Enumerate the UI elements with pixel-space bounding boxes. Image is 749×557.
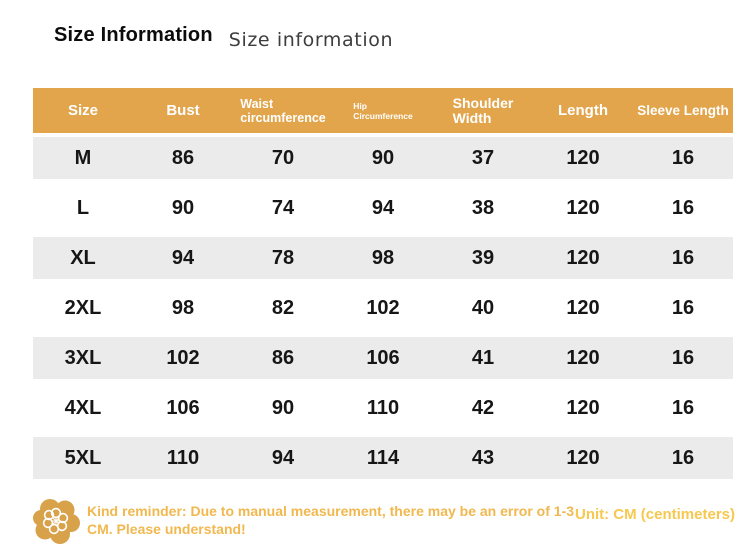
size-table-header: Size Bust Waist circumference Hip Circum…	[33, 88, 733, 133]
table-row-5xl: 5XL 110 94 114 43 120 16	[33, 433, 733, 483]
cell-hip: 98	[371, 246, 395, 269]
column-header-waist: Waist circumference	[233, 97, 333, 125]
cell-size: 2XL	[64, 296, 102, 319]
cell-bust: 102	[166, 346, 200, 369]
column-header-sleeve: Sleeve Length	[633, 103, 733, 118]
cell-sleeve: 16	[671, 296, 695, 319]
cell-waist: 82	[271, 296, 295, 319]
cell-shoulder: 42	[471, 396, 495, 419]
cell-waist: 86	[271, 346, 295, 369]
cell-sleeve: 16	[671, 446, 695, 469]
cell-waist: 94	[271, 446, 295, 469]
cell-length: 120	[566, 196, 600, 219]
cell-size: 4XL	[64, 396, 102, 419]
cell-size: XL	[70, 246, 96, 269]
cell-hip: 90	[371, 146, 395, 169]
cell-sleeve: 16	[671, 396, 695, 419]
table-row-2xl: 2XL 98 82 102 40 120 16	[33, 283, 733, 333]
column-header-hip: Hip Circumference	[333, 101, 433, 121]
column-header-shoulder: Shoulder Width	[433, 94, 533, 126]
table-row-l: L 90 74 94 38 120 16	[33, 183, 733, 233]
cell-shoulder: 37	[471, 146, 495, 169]
column-header-length-label: Length	[558, 102, 608, 119]
cell-length: 120	[566, 346, 600, 369]
cell-hip: 102	[366, 296, 400, 319]
cell-size: L	[76, 196, 90, 219]
cell-length: 120	[566, 246, 600, 269]
cell-sleeve: 16	[671, 196, 695, 219]
cell-waist: 74	[271, 196, 295, 219]
table-row-xl: XL 94 78 98 39 120 16	[33, 233, 733, 283]
column-header-waist-label: Waist circumference	[240, 96, 326, 125]
cell-length: 120	[566, 146, 600, 169]
cell-waist: 90	[271, 396, 295, 419]
cell-hip: 106	[366, 346, 400, 369]
cell-hip: 94	[371, 196, 395, 219]
cell-sleeve: 16	[671, 246, 695, 269]
cell-size: 3XL	[64, 346, 102, 369]
size-table: Size Bust Waist circumference Hip Circum…	[33, 88, 733, 483]
cell-size: M	[74, 146, 92, 169]
cell-shoulder: 39	[471, 246, 495, 269]
cell-shoulder: 41	[471, 346, 495, 369]
cell-bust: 106	[166, 396, 200, 419]
cell-size: 5XL	[64, 446, 102, 469]
column-header-size-label: Size	[67, 102, 98, 119]
cell-bust: 110	[166, 446, 200, 469]
cell-bust: 86	[171, 146, 195, 169]
kind-reminder-line2: CM. Please understand!	[87, 521, 246, 537]
cell-length: 120	[566, 446, 600, 469]
cell-shoulder: 43	[471, 446, 495, 469]
cell-bust: 94	[171, 246, 195, 269]
cell-sleeve: 16	[671, 146, 695, 169]
page-title: Size Information	[54, 24, 213, 46]
column-header-length: Length	[533, 102, 633, 119]
cell-waist: 70	[271, 146, 295, 169]
size-table-body: M 86 70 90 37 120 16 L 90 74 94 38 120 1…	[33, 133, 733, 483]
column-header-bust: Bust	[133, 102, 233, 119]
kind-reminder-line1: Kind reminder: Due to manual measurement…	[87, 503, 575, 519]
cell-hip: 110	[366, 396, 400, 419]
column-header-bust-label: Bust	[166, 102, 200, 119]
cell-length: 120	[566, 296, 600, 319]
column-header-shoulder-label: Shoulder Width	[452, 94, 514, 126]
table-row-3xl: 3XL 102 86 106 41 120 16	[33, 333, 733, 383]
page-header: Size Information Size information	[54, 24, 393, 51]
cell-bust: 98	[171, 296, 195, 319]
table-row-m: M 86 70 90 37 120 16	[33, 133, 733, 183]
cell-length: 120	[566, 396, 600, 419]
cell-hip: 114	[366, 446, 400, 469]
kind-reminder-text: Kind reminder: Due to manual measurement…	[87, 502, 575, 546]
footer-note: Kind reminder: Due to manual measurement…	[33, 496, 735, 546]
page-subtitle: Size information	[228, 29, 394, 51]
cell-sleeve: 16	[671, 346, 695, 369]
flower-icon	[33, 499, 80, 544]
table-row-4xl: 4XL 106 90 110 42 120 16	[33, 383, 733, 433]
unit-label: Unit: CM (centimeters)	[574, 506, 735, 523]
cell-waist: 78	[271, 246, 295, 269]
column-header-hip-label: Hip Circumference	[353, 100, 413, 121]
column-header-sleeve-label: Sleeve Length	[637, 103, 729, 118]
column-header-size: Size	[33, 102, 133, 119]
cell-bust: 90	[171, 196, 195, 219]
cell-shoulder: 38	[471, 196, 495, 219]
cell-shoulder: 40	[471, 296, 495, 319]
